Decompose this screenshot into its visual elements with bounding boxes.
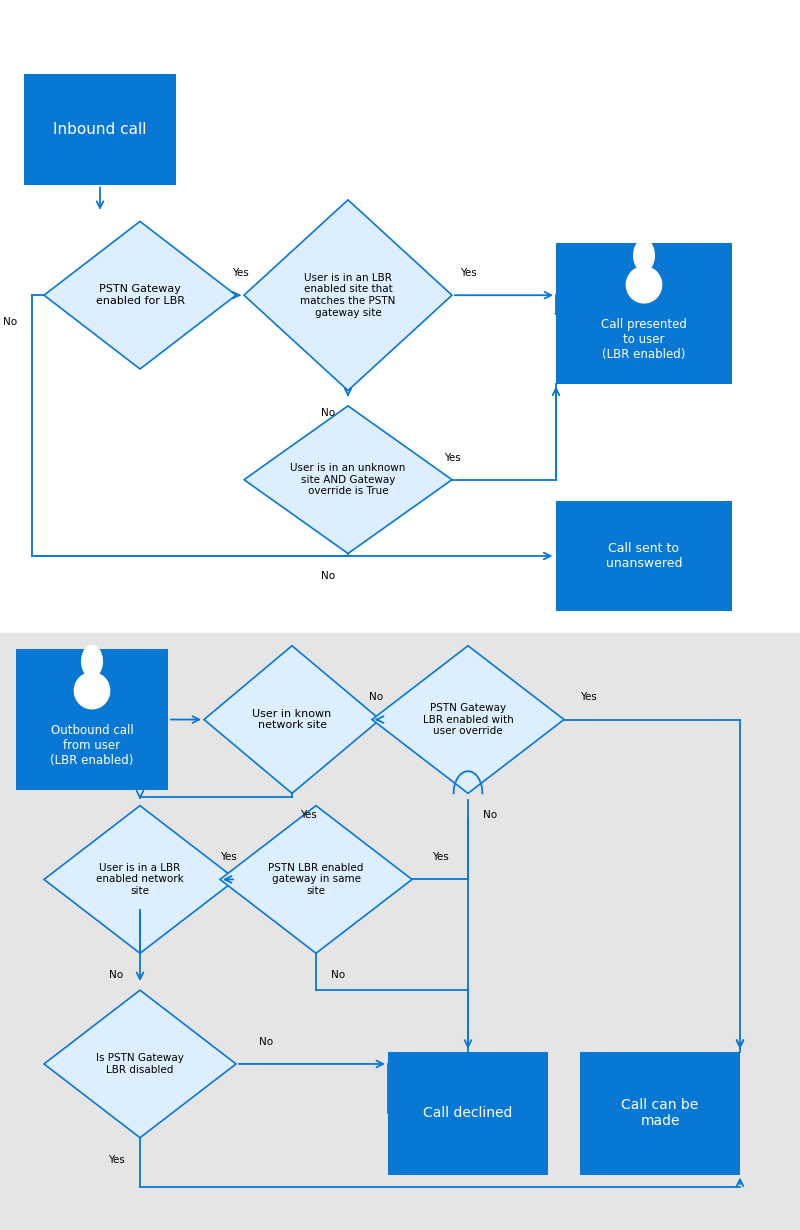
Text: No: No (321, 571, 335, 581)
Text: Inbound call: Inbound call (54, 122, 146, 137)
FancyBboxPatch shape (556, 501, 732, 611)
Text: Call sent to
unanswered: Call sent to unanswered (606, 542, 682, 569)
Text: Yes: Yes (460, 268, 476, 278)
Text: No: No (369, 692, 383, 702)
Text: User is in a LBR
enabled network
site: User is in a LBR enabled network site (96, 863, 184, 895)
Text: Yes: Yes (580, 692, 596, 702)
Text: No: No (3, 317, 18, 327)
Text: PSTN Gateway
enabled for LBR: PSTN Gateway enabled for LBR (95, 284, 185, 306)
Text: PSTN LBR enabled
gateway in same
site: PSTN LBR enabled gateway in same site (268, 863, 364, 895)
FancyBboxPatch shape (24, 74, 176, 184)
Text: Yes: Yes (108, 1155, 124, 1165)
Polygon shape (220, 806, 412, 953)
Text: Yes: Yes (444, 453, 460, 462)
Text: No: No (109, 970, 123, 980)
Polygon shape (372, 646, 564, 793)
Circle shape (82, 646, 102, 676)
Polygon shape (244, 406, 452, 554)
Text: PSTN Gateway
LBR enabled with
user override: PSTN Gateway LBR enabled with user overr… (422, 704, 514, 736)
Text: No: No (321, 407, 335, 418)
Text: No: No (259, 1037, 273, 1047)
FancyBboxPatch shape (16, 649, 168, 791)
Text: Yes: Yes (432, 852, 448, 862)
Text: User is in an unknown
site AND Gateway
override is True: User is in an unknown site AND Gateway o… (290, 464, 406, 496)
Text: User is in an LBR
enabled site that
matches the PSTN
gateway site: User is in an LBR enabled site that matc… (300, 273, 396, 317)
Text: Call declined: Call declined (423, 1106, 513, 1121)
Text: Call presented
to user
(LBR enabled): Call presented to user (LBR enabled) (601, 317, 687, 360)
Ellipse shape (626, 267, 662, 303)
Text: Is PSTN Gateway
LBR disabled: Is PSTN Gateway LBR disabled (96, 1053, 184, 1075)
Text: Outbound call
from user
(LBR enabled): Outbound call from user (LBR enabled) (50, 723, 134, 766)
Polygon shape (204, 646, 380, 793)
Text: No: No (483, 811, 498, 820)
Text: Yes: Yes (300, 811, 316, 820)
FancyBboxPatch shape (388, 1052, 548, 1175)
Text: No: No (331, 970, 346, 980)
Ellipse shape (74, 673, 110, 708)
Circle shape (634, 240, 654, 272)
FancyBboxPatch shape (556, 244, 732, 384)
Text: Call can be
made: Call can be made (622, 1098, 698, 1128)
Text: Yes: Yes (232, 268, 248, 278)
Polygon shape (44, 990, 236, 1138)
Polygon shape (44, 221, 236, 369)
Polygon shape (44, 806, 236, 953)
Polygon shape (244, 199, 452, 391)
FancyBboxPatch shape (0, 633, 800, 1230)
Text: Yes: Yes (220, 852, 236, 862)
Text: User in known
network site: User in known network site (252, 708, 332, 731)
FancyBboxPatch shape (580, 1052, 740, 1175)
